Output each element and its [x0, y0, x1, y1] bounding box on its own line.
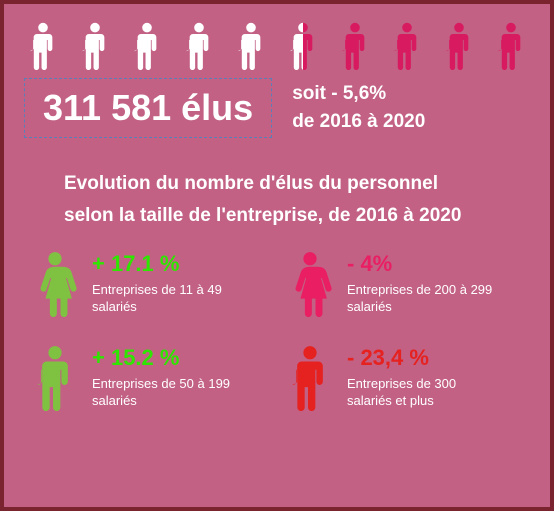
person-icon	[76, 22, 114, 70]
category-label: Entreprises de 11 à 49 salariés	[92, 281, 242, 316]
person-icon	[232, 22, 270, 70]
female-icon	[287, 251, 333, 317]
icon-row	[4, 4, 550, 78]
person-icon	[440, 22, 478, 70]
person-icon	[388, 22, 426, 70]
person-icon	[24, 22, 62, 70]
category-pct: + 15.2 %	[92, 345, 242, 371]
person-icon	[336, 22, 374, 70]
category-label: Entreprises de 50 à 199 salariés	[92, 375, 242, 410]
category-2: + 15.2 % Entreprises de 50 à 199 salariés	[32, 345, 267, 411]
person-icon	[128, 22, 166, 70]
section-title-line1: Evolution du nombre d'élus du personnel	[64, 168, 490, 200]
category-pct: + 17.1 %	[92, 251, 242, 277]
headline-sub: soit - 5,6% de 2016 à 2020	[292, 80, 425, 137]
male-icon	[32, 345, 78, 411]
person-icon	[492, 22, 530, 70]
section-title: Evolution du nombre d'élus du personnel …	[4, 156, 550, 251]
category-0: + 17.1 % Entreprises de 11 à 49 salariés	[32, 251, 267, 317]
category-label: Entreprises de 200 à 299 salariés	[347, 281, 497, 316]
category-3: - 23,4 % Entreprises de 300 salariés et p…	[287, 345, 522, 411]
person-icon	[180, 22, 218, 70]
category-1: - 4% Entreprises de 200 à 299 salariés	[287, 251, 522, 317]
headline: 311 581 élus soit - 5,6% de 2016 à 2020	[4, 78, 550, 156]
female-icon	[32, 251, 78, 317]
category-label: Entreprises de 300 salariés et plus	[347, 375, 497, 410]
sub-line-2: de 2016 à 2020	[292, 108, 425, 137]
headline-number: 311 581 élus	[24, 78, 272, 138]
categories-grid: + 17.1 % Entreprises de 11 à 49 salariés -…	[4, 251, 550, 411]
person-icon	[284, 22, 322, 70]
category-pct: - 4%	[347, 251, 497, 277]
category-pct: - 23,4 %	[347, 345, 497, 371]
section-title-line2: selon la taille de l'entreprise, de 2016…	[64, 200, 490, 232]
sub-line-1: soit - 5,6%	[292, 80, 425, 109]
male-icon	[287, 345, 333, 411]
